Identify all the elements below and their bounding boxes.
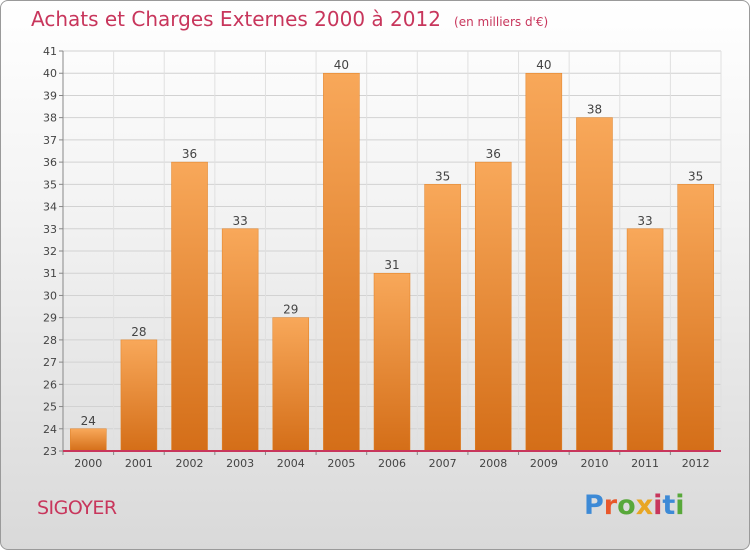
y-tick-label: 40 xyxy=(43,67,57,80)
x-tick-label: 2000 xyxy=(74,457,102,470)
bar-2005 xyxy=(323,72,360,452)
y-tick-label: 30 xyxy=(43,289,57,302)
logo-letter: t xyxy=(662,490,676,521)
x-tick-label: 2008 xyxy=(479,457,507,470)
value-label-2005: 40 xyxy=(334,58,349,72)
bar-2000 xyxy=(70,428,107,452)
value-label-2006: 31 xyxy=(384,258,399,272)
y-tick-label: 35 xyxy=(43,178,57,191)
bar-2012 xyxy=(677,184,714,452)
y-tick-label: 32 xyxy=(43,245,57,258)
value-label-2007: 35 xyxy=(435,169,450,183)
value-label-2012: 35 xyxy=(688,169,703,183)
logo-letter: i xyxy=(653,490,663,521)
bar-2007 xyxy=(424,184,461,452)
logo-letter: x xyxy=(635,490,654,521)
bar-2008 xyxy=(474,161,512,452)
y-tick-label: 26 xyxy=(43,378,57,391)
bar-2001 xyxy=(120,339,158,452)
value-label-2008: 36 xyxy=(486,147,501,161)
axes: 23 24 25 26 27 28 29 30 31 32 33 34 35 36 37 38 39 40 41 20… xyxy=(43,45,721,470)
y-tick-label: 34 xyxy=(43,201,57,214)
value-label-2000: 24 xyxy=(81,414,96,428)
x-tick-label: 2007 xyxy=(429,457,457,470)
y-tick-label: 41 xyxy=(43,45,57,58)
x-tick-label: 2002 xyxy=(176,457,204,470)
bar-2010 xyxy=(576,117,613,452)
chart-title: Achats et Charges Externes 2000 à 2012 xyxy=(31,7,441,31)
y-tick-label: 38 xyxy=(43,112,57,125)
bars xyxy=(70,72,714,452)
x-tick-label: 2010 xyxy=(580,457,608,470)
value-label-2001: 28 xyxy=(131,325,146,339)
y-tick-label: 28 xyxy=(43,334,57,347)
logo-letter: o xyxy=(617,490,636,521)
y-tick-label: 33 xyxy=(43,223,57,236)
commune-name: SIGOYER xyxy=(37,497,117,519)
value-label-2010: 38 xyxy=(587,103,602,117)
bar-2009 xyxy=(525,72,563,452)
chart-subtitle: (en milliers d'€) xyxy=(454,15,549,29)
value-label-2003: 33 xyxy=(233,214,248,228)
x-tick-label: 2012 xyxy=(682,457,710,470)
logo-letter: i xyxy=(675,490,685,521)
value-label-2009: 40 xyxy=(536,58,551,72)
x-tick-label: 2009 xyxy=(530,457,558,470)
y-tick-label: 29 xyxy=(43,312,57,325)
value-label-2004: 29 xyxy=(283,303,298,317)
value-label-2002: 36 xyxy=(182,147,197,161)
x-tick-label: 2005 xyxy=(327,457,355,470)
y-tick-label: 27 xyxy=(43,356,57,369)
bar-2002 xyxy=(171,161,208,452)
y-tick-label: 31 xyxy=(43,267,57,280)
x-tick-label: 2004 xyxy=(277,457,305,470)
y-tick-label: 24 xyxy=(43,423,57,436)
value-label-2011: 33 xyxy=(637,214,652,228)
value-labels: 24 28 36 33 29 40 31 35 36 40 38 33 35 xyxy=(81,58,704,428)
y-tick-label: 23 xyxy=(43,445,57,458)
logo-letter: r xyxy=(603,490,618,521)
x-tick-label: 2011 xyxy=(631,457,659,470)
title-row: Achats et Charges Externes 2000 à 2012 (… xyxy=(31,7,548,31)
bar-2011 xyxy=(626,228,664,452)
x-tick-label: 2003 xyxy=(226,457,254,470)
y-tick-label: 25 xyxy=(43,401,57,414)
y-tick-label: 39 xyxy=(43,89,57,102)
bar-2004 xyxy=(272,317,310,452)
x-tick-label: 2001 xyxy=(125,457,153,470)
x-tick-label: 2006 xyxy=(378,457,406,470)
y-tick-label: 36 xyxy=(43,156,57,169)
logo-letter: P xyxy=(584,490,604,521)
y-tick-label: 37 xyxy=(43,134,57,147)
bar-2003 xyxy=(221,228,259,452)
bar-2006 xyxy=(373,272,411,452)
proxiti-logo: Proxiti xyxy=(584,490,685,521)
